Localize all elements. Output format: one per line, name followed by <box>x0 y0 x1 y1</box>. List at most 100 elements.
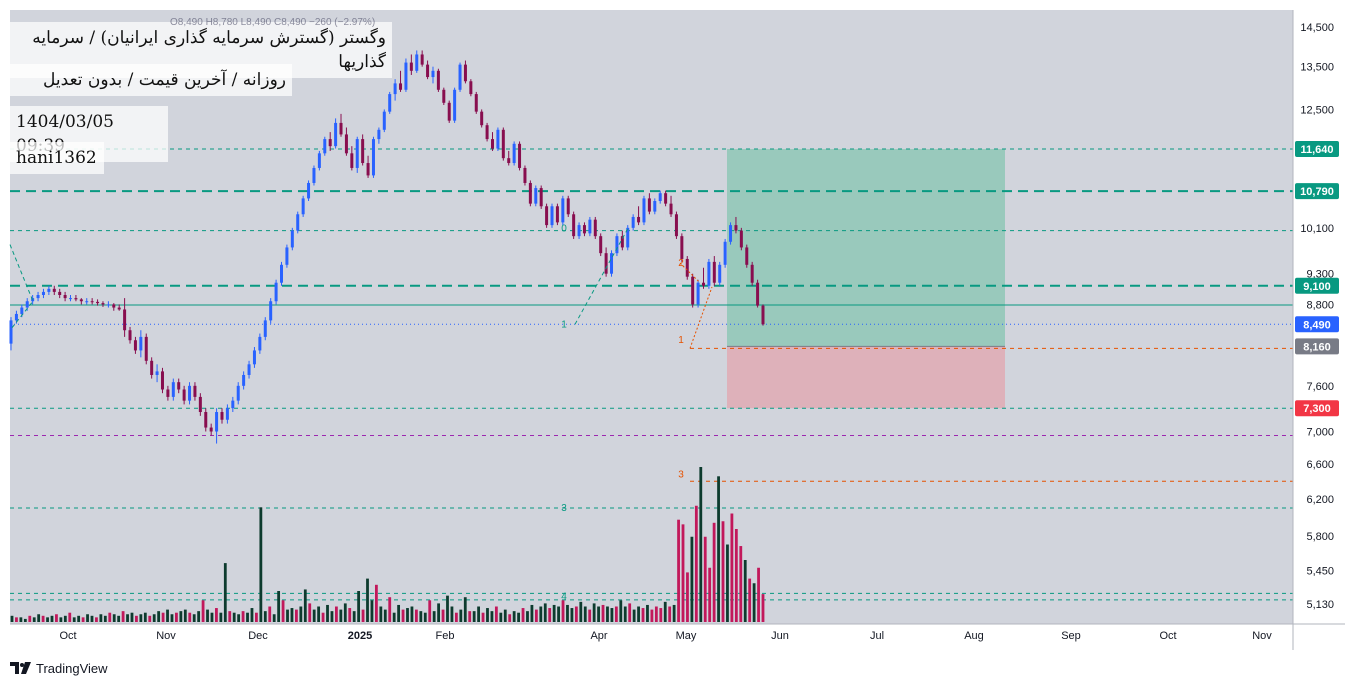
volume-bar <box>606 606 609 622</box>
volume-bar <box>343 603 347 622</box>
volume-bar <box>112 614 116 622</box>
volume-bar <box>499 612 503 622</box>
price-tag[interactable] <box>1295 277 1339 294</box>
candle-body <box>90 301 94 303</box>
volume-bar <box>135 615 138 622</box>
price-tag[interactable] <box>1295 183 1339 200</box>
volume-bar <box>86 614 89 622</box>
volume-bar <box>690 536 694 622</box>
candle-body <box>528 182 532 204</box>
price-tag-label: 8,490 <box>1303 319 1331 331</box>
y-tick-label: 7,000 <box>1306 427 1334 439</box>
plot-area[interactable] <box>10 10 1293 624</box>
candle-body <box>393 83 397 95</box>
stop-zone[interactable] <box>727 346 1005 409</box>
volume-bar <box>268 606 272 622</box>
volume-bar <box>330 611 334 622</box>
volume-bar <box>179 611 183 622</box>
horizontal-levels <box>10 148 1293 601</box>
candle-body <box>63 295 67 299</box>
volume-bar <box>374 584 378 622</box>
volume-bar <box>308 603 312 622</box>
orange-fib-anchor-line[interactable] <box>689 286 713 349</box>
x-tick-label: Sep <box>1061 630 1081 642</box>
y-tick-label: 9,300 <box>1306 269 1334 281</box>
volume-bar <box>286 609 289 622</box>
x-tick-label: Jun <box>771 630 789 642</box>
candle-body <box>447 102 451 121</box>
fib-label: 3 <box>561 503 567 514</box>
x-tick-label: 2025 <box>348 630 372 642</box>
volume-bar <box>748 578 752 622</box>
volume-bar <box>468 611 472 622</box>
volume-bar <box>121 611 125 622</box>
candle-body <box>150 360 154 375</box>
volume-bar <box>250 608 254 622</box>
volume-bar <box>379 606 383 622</box>
volume-bar <box>677 519 680 622</box>
candle-body <box>474 94 478 112</box>
volume-bar <box>672 604 676 622</box>
candle-body <box>177 382 181 390</box>
volume-bar <box>490 611 494 622</box>
candle-body <box>426 64 430 78</box>
volume-bar <box>41 615 45 622</box>
price-tag[interactable] <box>1295 316 1339 333</box>
fib-anchor-line[interactable] <box>574 228 629 325</box>
orange-fib-line[interactable] <box>679 262 701 284</box>
price-tag-label: 10,790 <box>1300 186 1334 198</box>
price-tag[interactable] <box>1295 141 1339 158</box>
candle-body <box>355 139 359 168</box>
candle-body <box>20 307 24 314</box>
volume-bar <box>583 606 587 622</box>
volume-bar <box>166 609 169 622</box>
candle-body <box>453 89 457 121</box>
price-tag[interactable] <box>1295 400 1339 417</box>
volume-bar <box>161 612 165 622</box>
volume-bar <box>566 604 569 622</box>
candle-body <box>382 111 386 130</box>
candle-body <box>696 282 700 305</box>
volume-bar <box>428 600 432 622</box>
candle-body <box>334 122 338 147</box>
volume-bar <box>126 614 129 622</box>
pattern-line[interactable] <box>9 244 34 331</box>
volume-bar <box>281 600 285 622</box>
volume-bar <box>446 595 449 622</box>
candle-body <box>290 230 294 248</box>
volume-bar <box>290 608 294 622</box>
volume-bar <box>592 603 596 622</box>
tradingview-footer[interactable]: TradingView <box>10 658 108 678</box>
candle-body <box>236 385 240 401</box>
candle-body <box>615 236 619 254</box>
volume-bar <box>743 560 747 622</box>
volume-bar <box>28 615 32 622</box>
candle-body <box>58 291 62 296</box>
volume-bar <box>130 612 134 622</box>
fib-label: 2 <box>678 258 684 269</box>
candle-body <box>47 288 51 292</box>
candle-body <box>171 382 175 397</box>
candle-body <box>680 236 684 259</box>
price-axis[interactable]: 14,500 13,500 12,500 10,100 9,300 8,800 7,600 7… <box>1300 22 1334 611</box>
volume-bar <box>361 609 365 622</box>
volume-bar <box>219 612 223 622</box>
volume-bar <box>739 546 743 622</box>
volume-bar <box>188 612 192 622</box>
volume-bar <box>32 617 36 622</box>
price-tag[interactable] <box>1295 338 1339 355</box>
tradingview-logo-icon <box>10 662 31 674</box>
candle-body <box>436 70 440 90</box>
volume-bar <box>410 606 414 622</box>
target-zone[interactable] <box>727 149 1005 347</box>
volume-bar <box>450 606 454 622</box>
time-axis[interactable]: Oct Nov Dec 2025 Feb Apr May Jun Jul Aug Sep Oct Nov <box>59 630 1272 642</box>
volume-bar <box>255 612 258 622</box>
position-zones <box>727 149 1005 409</box>
x-tick-label: May <box>676 630 697 642</box>
volume-bar <box>432 611 436 622</box>
candle-body <box>366 163 370 176</box>
symbol-title: وگستر (گسترش سرمایه گذاری ایرانیان) / سر… <box>32 28 386 72</box>
